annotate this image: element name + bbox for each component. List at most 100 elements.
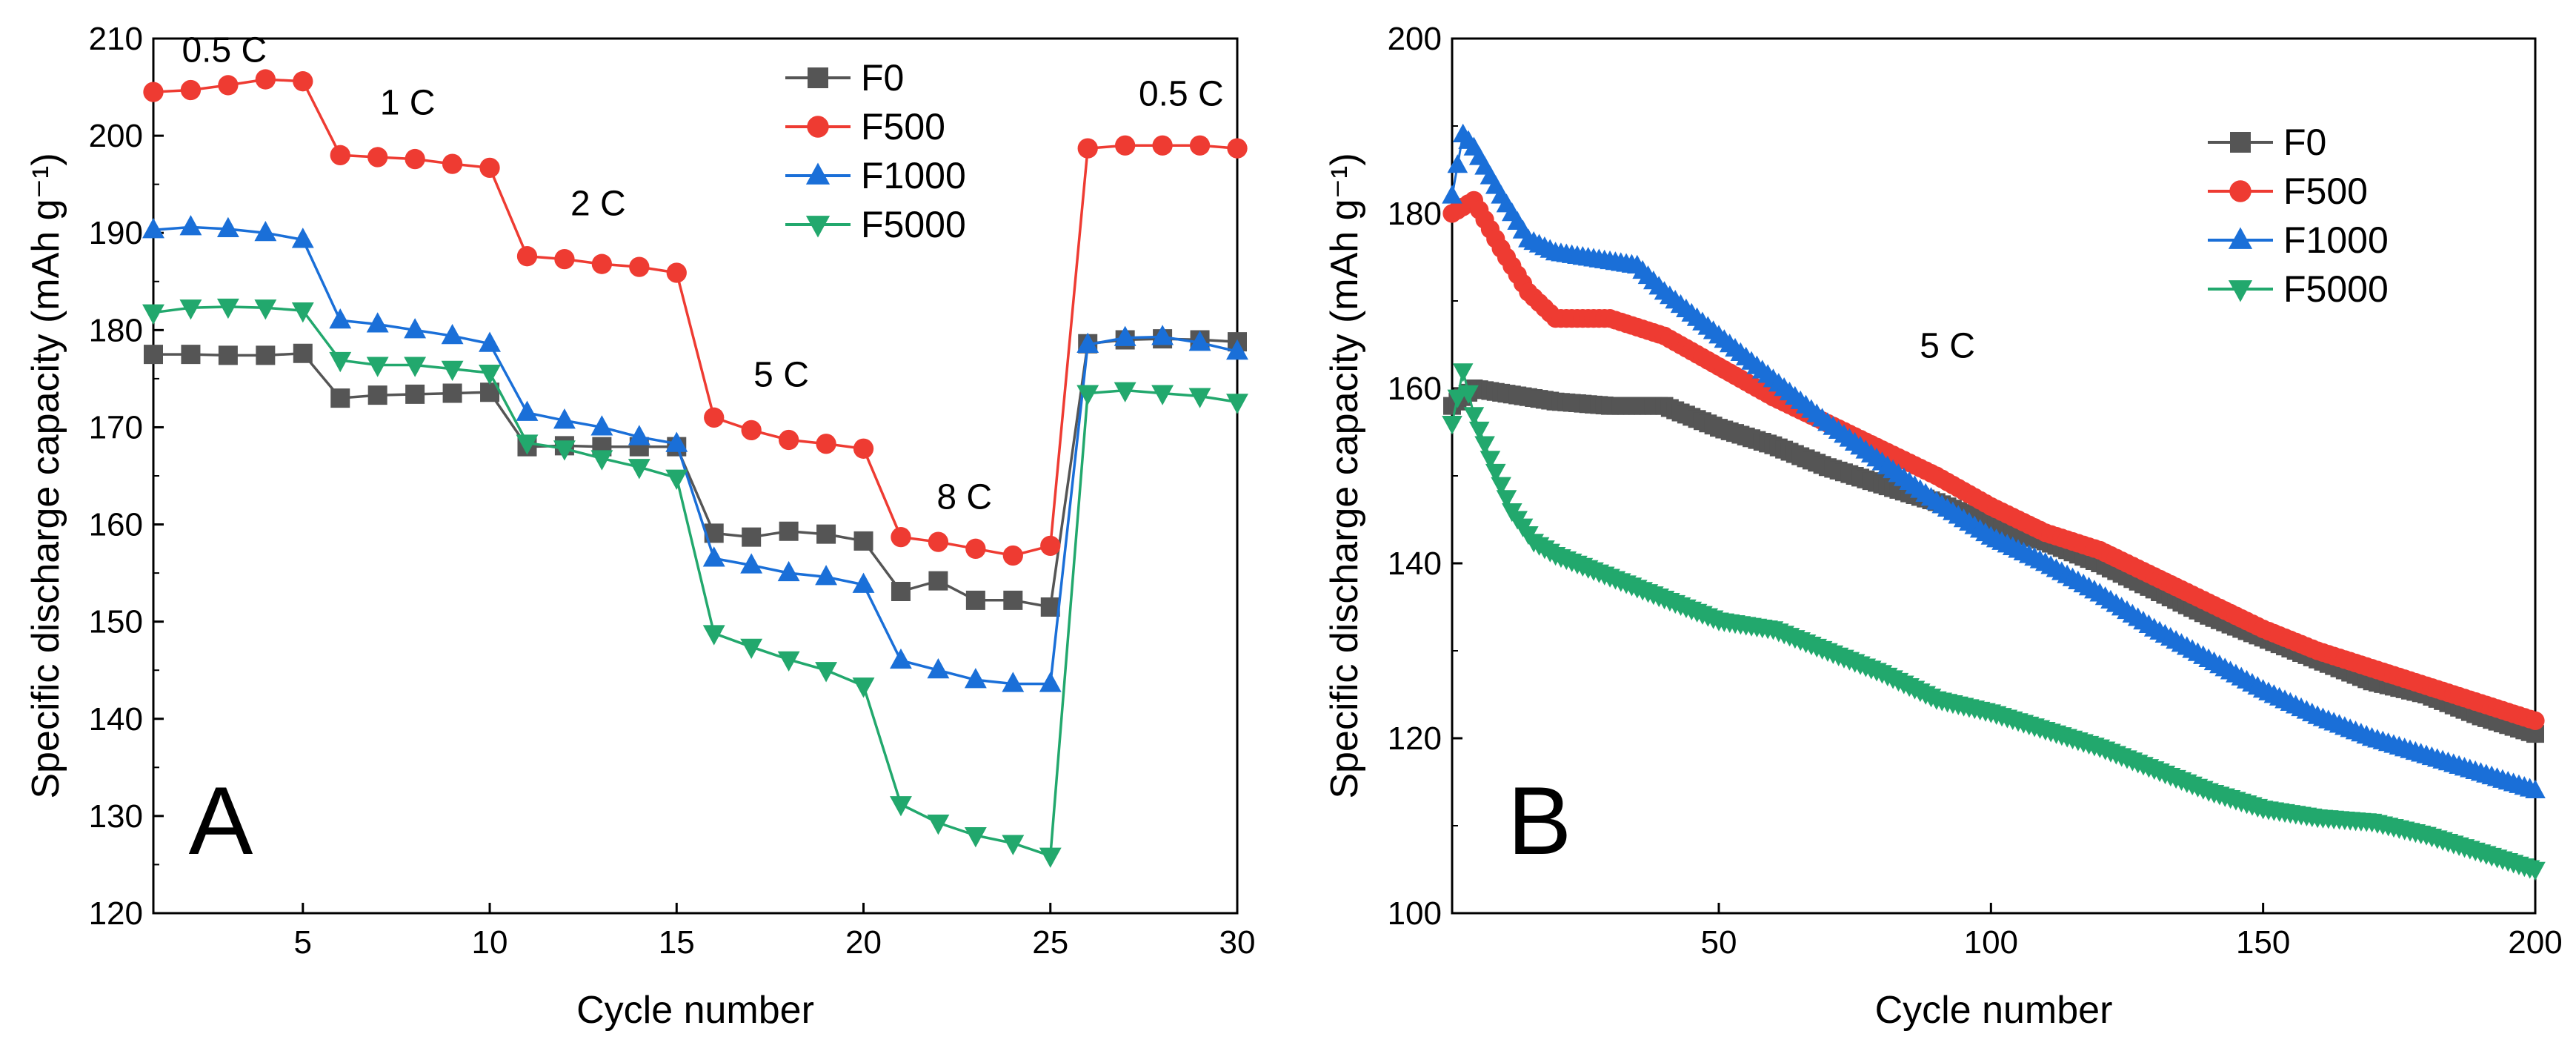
data-point (1077, 138, 1098, 159)
data-point (367, 385, 387, 405)
data-point (964, 668, 987, 689)
series-line (153, 305, 1238, 858)
data-point (1040, 535, 1061, 557)
data-point (291, 228, 314, 248)
y-tick-label: 200 (89, 118, 143, 154)
data-point (1447, 389, 1468, 408)
legend-label: F500 (861, 106, 945, 148)
legend-marker (2228, 227, 2253, 249)
legend-label: F1000 (2283, 219, 2389, 261)
data-point (853, 531, 873, 551)
y-tick-label: 180 (1388, 196, 1442, 232)
data-point (928, 531, 949, 552)
series-f500 (143, 69, 1248, 566)
data-point (1114, 382, 1136, 402)
data-point (1115, 135, 1136, 156)
y-tick-label: 200 (1388, 21, 1442, 57)
legend-marker (2229, 180, 2251, 202)
data-point (890, 648, 912, 669)
data-point (405, 148, 425, 170)
data-point (927, 657, 950, 679)
data-point (704, 523, 724, 543)
data-point (330, 388, 350, 408)
data-point (441, 323, 464, 345)
data-point (442, 153, 463, 174)
data-point (1188, 331, 1211, 351)
series-f5000 (142, 298, 1248, 868)
legend: F0 F500 F1000 F5000 (785, 57, 966, 245)
y-tick-label: 130 (89, 798, 143, 835)
data-point (479, 364, 501, 385)
data-point (629, 256, 650, 277)
data-point (1076, 385, 1099, 405)
data-point (628, 425, 650, 445)
x-tick-label: 5 (294, 924, 312, 961)
data-point (218, 75, 239, 96)
legend-label: F1000 (861, 155, 966, 196)
data-point (179, 215, 202, 236)
data-point (367, 147, 388, 168)
data-point (591, 253, 613, 274)
legend-label: F5000 (861, 204, 966, 245)
c-rate-annotation: 2 C (570, 185, 626, 224)
y-axis-title: Specific discharge capacity (mAh g⁻¹) (1323, 153, 1366, 798)
data-point (216, 298, 239, 319)
data-point (927, 815, 950, 835)
y-tick-label: 160 (1388, 371, 1442, 407)
plot-frame (1451, 37, 2537, 915)
data-point (404, 318, 427, 339)
legend-marker (805, 162, 831, 185)
y-tick-label: 120 (89, 895, 143, 932)
data-point (1188, 388, 1211, 408)
data-point (891, 526, 911, 548)
x-tick-label: 200 (2508, 924, 2562, 961)
data-point (702, 546, 725, 567)
data-point (779, 521, 799, 541)
x-tick-label: 25 (1032, 924, 1068, 961)
y-tick-label: 140 (1388, 546, 1442, 582)
data-point (143, 82, 164, 102)
series-line (153, 78, 1238, 557)
data-point (1227, 138, 1248, 159)
data-point (1002, 835, 1025, 855)
x-axis-title: Cycle number (1875, 989, 2113, 1032)
data-point (480, 382, 500, 402)
data-point (405, 384, 425, 404)
data-point (1040, 597, 1060, 617)
legend-marker (805, 216, 831, 238)
data-point (1458, 385, 1479, 404)
data-point (852, 677, 875, 698)
data-point (815, 662, 838, 683)
data-point (1496, 490, 1517, 509)
data-point (180, 79, 202, 101)
data-point (142, 304, 164, 325)
data-point (1189, 135, 1211, 156)
data-point (329, 308, 352, 329)
data-point (1442, 185, 1462, 204)
y-tick-label: 210 (89, 21, 143, 57)
data-point (816, 434, 836, 454)
data-point (366, 357, 389, 377)
x-tick-label: 10 (472, 924, 508, 961)
y-tick-label: 190 (89, 215, 143, 251)
data-point (741, 420, 762, 441)
data-point (777, 651, 800, 672)
data-point (890, 796, 912, 817)
x-axis-title: Cycle number (576, 989, 814, 1032)
legend-label: F0 (2283, 122, 2326, 163)
data-point (740, 638, 763, 660)
data-point (777, 560, 800, 582)
data-point (216, 216, 239, 238)
data-point (1474, 436, 1495, 455)
data-point (1442, 416, 1462, 435)
y-tick-label: 180 (89, 312, 143, 348)
series-f5000 (1442, 363, 2546, 881)
data-point (442, 383, 462, 403)
panel-letter: A (189, 766, 253, 875)
data-point (142, 218, 164, 239)
data-point (965, 538, 986, 559)
data-point (293, 71, 313, 92)
data-point (1002, 672, 1025, 692)
legend-label: F5000 (2283, 268, 2389, 310)
data-point (441, 360, 464, 382)
